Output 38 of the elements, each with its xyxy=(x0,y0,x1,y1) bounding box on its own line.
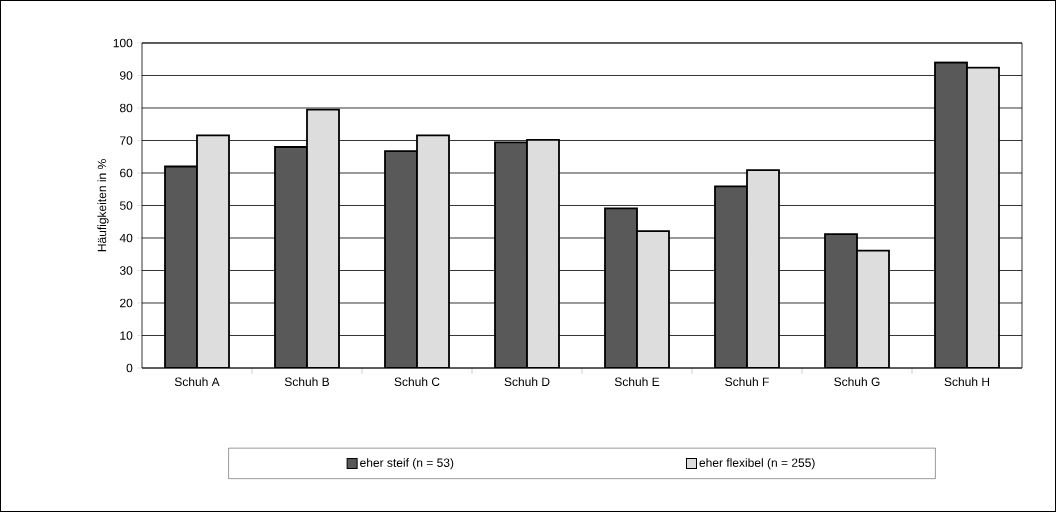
bar xyxy=(196,134,230,368)
bar xyxy=(636,230,670,368)
y-tick-label: 90 xyxy=(120,71,133,80)
bar xyxy=(275,147,308,368)
y-tick-label: 50 xyxy=(119,201,133,210)
bar xyxy=(966,66,1000,368)
y-tick-label: 100 xyxy=(113,38,133,48)
bar xyxy=(856,249,890,368)
bar xyxy=(494,141,528,368)
x-tick-label: Schuh C xyxy=(394,377,440,386)
bar xyxy=(164,165,198,368)
y-tick-label: 60 xyxy=(120,168,133,178)
bar xyxy=(526,138,560,368)
legend-label: eher steif (n = 53) xyxy=(360,458,454,470)
bar xyxy=(714,185,748,368)
y-axis-title: Häufigkeiten in % xyxy=(97,159,109,252)
bar xyxy=(416,134,450,368)
bar xyxy=(307,109,339,368)
bar xyxy=(604,207,638,368)
y-tick-label: 10 xyxy=(120,331,133,340)
bar xyxy=(934,61,968,368)
x-tick-label: Schuh D xyxy=(504,377,550,386)
y-tick-label: 40 xyxy=(119,233,133,243)
bar xyxy=(746,169,780,368)
x-tick-label: Schuh E xyxy=(614,377,660,386)
y-tick-label: 70 xyxy=(120,136,133,145)
bar xyxy=(824,233,858,368)
y-tick-label: 80 xyxy=(119,103,133,113)
y-tick-label: 0 xyxy=(126,363,133,373)
x-tick-label: Schuh G xyxy=(834,377,880,386)
x-tick-label: Schuh B xyxy=(284,377,330,386)
legend-label: eher flexibel (n = 255) xyxy=(699,458,815,470)
x-tick-label: Schuh A xyxy=(174,377,220,386)
x-tick-label: Schuh H xyxy=(944,377,990,386)
bar xyxy=(384,150,418,368)
y-tick-label: 20 xyxy=(120,298,133,308)
x-tick-label: Schuh F xyxy=(725,377,769,386)
y-tick-label: 30 xyxy=(119,266,133,275)
